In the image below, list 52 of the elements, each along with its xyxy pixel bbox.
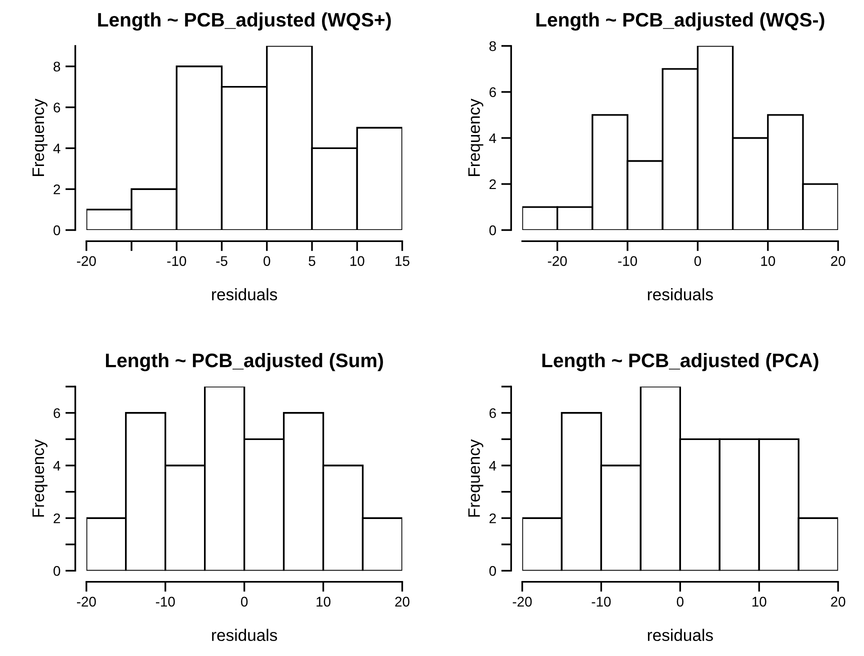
y-tick-label: 4 bbox=[53, 460, 60, 471]
x-tick-label: -20 bbox=[548, 256, 567, 266]
y-axis-title: Frequency bbox=[32, 439, 48, 517]
x-tick-label: -10 bbox=[156, 596, 175, 607]
chart-title: Length ~ PCB_adjusted (Sum) bbox=[106, 353, 383, 372]
x-axis-title: residuals bbox=[648, 288, 713, 300]
x-tick-label: 0 bbox=[676, 596, 684, 607]
y-tick-label: 0 bbox=[54, 225, 60, 236]
y-tick-label: 0 bbox=[489, 225, 496, 236]
x-tick-label: -10 bbox=[167, 256, 186, 266]
x-tick-label: 10 bbox=[761, 256, 776, 266]
x-tick-label: -20 bbox=[76, 596, 96, 607]
x-tick-label: 10 bbox=[752, 596, 766, 607]
y-tick-label: 6 bbox=[490, 408, 496, 418]
chart-title: Length ~ PCB_adjusted (PCA) bbox=[542, 353, 818, 372]
y-tick-label: 4 bbox=[53, 144, 60, 154]
x-tick-label: 0 bbox=[264, 256, 270, 266]
y-tick-label: 4 bbox=[489, 460, 496, 471]
x-tick-label: 20 bbox=[831, 596, 846, 607]
y-tick-label: 2 bbox=[54, 184, 60, 194]
y-tick-label: 6 bbox=[490, 87, 496, 98]
x-tick-label: 20 bbox=[831, 256, 846, 266]
chart-title: Length ~ PCB_adjusted (WQS-) bbox=[536, 12, 824, 31]
x-tick-label: 0 bbox=[240, 596, 248, 607]
y-tick-label: 8 bbox=[489, 41, 496, 52]
y-axis-title: Frequency bbox=[32, 98, 48, 176]
x-axis-title: residuals bbox=[212, 288, 278, 300]
x-tick-label: 20 bbox=[395, 596, 410, 607]
y-tick-label: 6 bbox=[54, 408, 60, 418]
x-tick-label: -10 bbox=[592, 596, 611, 607]
y-tick-label: 8 bbox=[54, 62, 60, 72]
x-axis-title: residuals bbox=[212, 628, 278, 642]
x-tick-label: 0 bbox=[694, 256, 702, 266]
x-tick-label: -20 bbox=[512, 596, 532, 607]
x-tick-label: 10 bbox=[316, 596, 330, 607]
y-tick-label: 0 bbox=[54, 566, 60, 576]
x-tick-label: 15 bbox=[396, 256, 410, 266]
x-axis-title: residuals bbox=[648, 628, 713, 642]
chart-title: Length ~ PCB_adjusted (WQS+) bbox=[98, 12, 391, 31]
y-tick-label: 4 bbox=[489, 133, 496, 144]
x-tick-label: -5 bbox=[216, 256, 228, 266]
x-tick-label: -20 bbox=[76, 256, 96, 266]
y-axis-title: Frequency bbox=[468, 98, 484, 176]
y-tick-label: 2 bbox=[490, 513, 496, 524]
x-tick-label: 5 bbox=[308, 256, 316, 266]
y-tick-label: 2 bbox=[490, 179, 496, 190]
y-tick-label: 2 bbox=[54, 513, 60, 524]
x-tick-label: -10 bbox=[618, 256, 638, 266]
y-axis-title: Frequency bbox=[468, 439, 484, 517]
y-tick-label: 0 bbox=[489, 566, 496, 576]
y-tick-label: 6 bbox=[54, 102, 60, 112]
x-tick-label: 10 bbox=[350, 256, 364, 266]
